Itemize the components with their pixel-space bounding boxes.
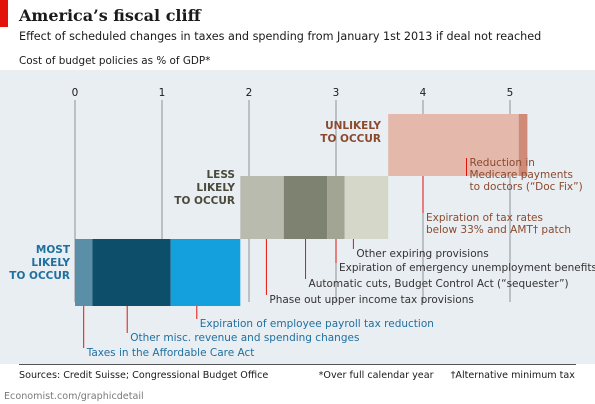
footnotes: *Over full calendar year †Alternative mi… <box>305 370 575 381</box>
annotation-label: Expiration of tax rates <box>426 212 543 224</box>
x-tick-label: 4 <box>420 87 427 99</box>
annotation-label: Other misc. revenue and spending changes <box>130 332 359 344</box>
bar-segment <box>344 176 389 239</box>
group-label: LIKELY <box>31 257 70 269</box>
bar-segment <box>92 239 171 306</box>
bar-segment <box>283 176 328 239</box>
chart-title: America’s fiscal cliff <box>19 6 201 25</box>
bar-segment <box>75 239 93 306</box>
source-note: Sources: Credit Suisse; Congressional Bu… <box>19 370 269 381</box>
bar-segment <box>518 114 528 176</box>
x-tick-label: 1 <box>159 87 166 99</box>
bar-segment <box>388 114 519 176</box>
panel-label: Cost of budget policies as % of GDP* <box>19 55 211 67</box>
credit-link[interactable]: Economist.com/graphicdetail <box>4 391 144 402</box>
annotation-label: to doctors (“Doc Fix”) <box>470 181 583 193</box>
annotation-label: Expiration of emergency unemployment ben… <box>339 262 595 274</box>
footnote-calendar-year: *Over full calendar year <box>318 370 434 381</box>
x-tick-label: 2 <box>246 87 253 99</box>
annotation-label: Reduction in <box>470 157 535 169</box>
x-tick-label: 0 <box>72 87 79 99</box>
bar-segment <box>327 176 345 239</box>
bar-segment <box>170 239 241 306</box>
group-label: UNLIKELY <box>325 120 381 132</box>
footer-rule <box>19 364 576 365</box>
group-label: LESS <box>206 169 235 181</box>
bar-segment <box>240 176 284 239</box>
annotation-label: Medicare payments <box>470 169 573 181</box>
group-label: TO OCCUR <box>320 133 381 145</box>
annotation-label: Automatic cuts, Budget Control Act (“seq… <box>309 278 569 290</box>
chart-subtitle: Effect of scheduled changes in taxes and… <box>19 30 542 43</box>
x-tick-label: 3 <box>333 87 340 99</box>
group-label: MOST <box>36 244 71 256</box>
brand-flag <box>0 0 8 27</box>
annotation-label: Other expiring provisions <box>356 248 488 260</box>
annotation-label: below 33% and AMT† patch <box>426 224 571 236</box>
group-label: LIKELY <box>196 182 235 194</box>
group-label: TO OCCUR <box>9 270 70 282</box>
annotation-label: Taxes in the Affordable Care Act <box>86 347 255 359</box>
group-label: TO OCCUR <box>174 195 235 207</box>
annotation-label: Phase out upper income tax provisions <box>269 294 473 306</box>
footnote-amt: †Alternative minimum tax <box>450 370 575 381</box>
x-tick-label: 5 <box>507 87 514 99</box>
annotation-label: Expiration of employee payroll tax reduc… <box>200 318 434 330</box>
